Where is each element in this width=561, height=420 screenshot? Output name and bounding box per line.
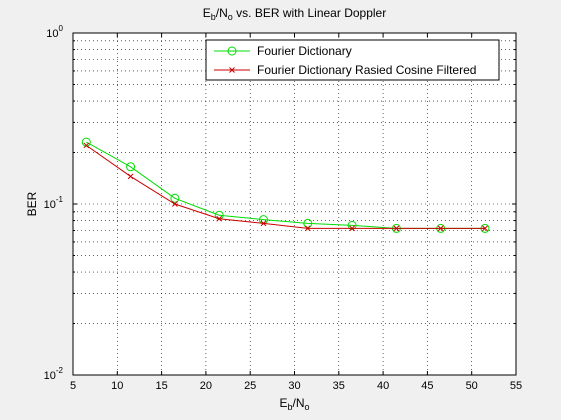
x-tick-label: 5 xyxy=(70,380,76,392)
y-tick-exponent: -2 xyxy=(56,366,64,375)
xlabel-sub-b: b xyxy=(287,402,292,412)
y-tick-base: 10 xyxy=(44,370,56,382)
grid xyxy=(73,33,516,375)
y-tick-base: 10 xyxy=(46,28,58,40)
x-tick-label: 25 xyxy=(244,380,256,392)
x-tick-label: 55 xyxy=(510,380,522,392)
title-e: E xyxy=(203,6,211,20)
data-point xyxy=(216,215,223,222)
title-sub-b: b xyxy=(211,12,216,22)
x-tick-label: 30 xyxy=(288,380,300,392)
legend-label: Fourier Dictionary Rasied Cosine Filtere… xyxy=(257,63,476,77)
x-tick-label: 35 xyxy=(333,380,345,392)
y-tick-base: 10 xyxy=(44,199,56,211)
data-point xyxy=(349,225,355,232)
legend-marker xyxy=(229,67,235,73)
series-line xyxy=(86,144,485,229)
data-point xyxy=(303,218,313,228)
y-tick-label: 10-1 xyxy=(44,195,64,211)
legend-label: Fourier Dictionary xyxy=(257,44,352,58)
data-point xyxy=(172,201,178,207)
x-tick-label: 40 xyxy=(377,380,389,392)
data-point xyxy=(393,225,400,232)
legend: Fourier Dictionary Fourier Dictionary Ras… xyxy=(205,39,500,81)
xlabel-sub-o: o xyxy=(305,402,310,412)
xlabel-slash-n: /N xyxy=(293,396,305,410)
y-axis-label: BER xyxy=(25,191,39,216)
y-tick-exponent: 0 xyxy=(59,24,64,33)
data-point xyxy=(126,162,136,172)
y-tick-label: 100 xyxy=(46,24,63,40)
xlabel-e: E xyxy=(279,396,287,410)
x-tick-label: 20 xyxy=(200,380,212,392)
series-layer xyxy=(81,137,490,233)
data-point xyxy=(347,220,357,230)
x-tick-label: 10 xyxy=(111,380,123,392)
title-sub-o: o xyxy=(228,12,233,22)
data-point xyxy=(304,225,311,232)
title-rest: vs. BER with Linear Doppler xyxy=(233,6,386,20)
data-point xyxy=(482,225,488,232)
data-point xyxy=(170,193,180,203)
data-point xyxy=(260,220,267,227)
legend-marker xyxy=(227,46,237,56)
series-x xyxy=(83,142,488,232)
x-tick-label: 15 xyxy=(155,380,167,392)
x-axis-label: Eb/No xyxy=(279,396,309,412)
data-point xyxy=(437,225,444,232)
x-tick-label: 45 xyxy=(421,380,433,392)
data-point xyxy=(127,173,134,180)
chart-title: Eb/No vs. BER with Linear Doppler xyxy=(203,6,386,22)
y-tick-exponent: -1 xyxy=(56,195,64,204)
title-slash-n: /N xyxy=(216,6,228,20)
legend-box xyxy=(205,39,500,81)
y-tick-label: 10-2 xyxy=(44,366,64,382)
data-point xyxy=(83,142,90,149)
x-tick-label: 50 xyxy=(466,380,478,392)
